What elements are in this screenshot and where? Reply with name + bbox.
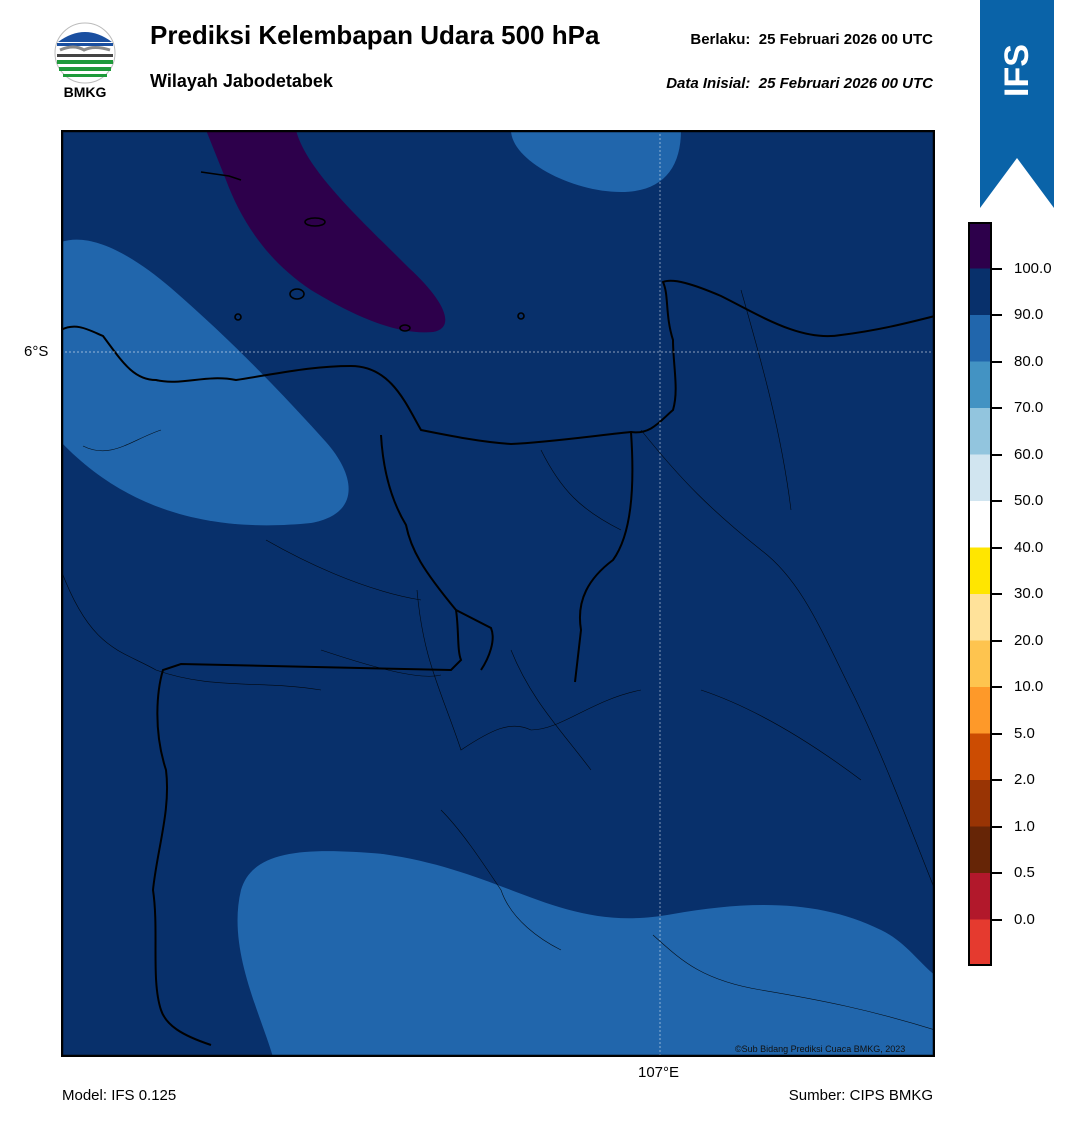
colorbar-tick-mark [992,686,1002,688]
colorbar-tick-label: 70.0 [1014,399,1044,416]
humidity-zone-south [237,851,935,1057]
ifs-badge-text: IFS [997,43,1036,97]
colorbar-tick-label: 50.0 [1014,492,1044,509]
ifs-badge: IFS [980,40,1054,100]
colorbar-segment [968,547,992,595]
humidity-zone-top-right [511,130,681,192]
ifs-ribbon-icon [980,0,1054,208]
coastline [61,279,935,1046]
colorbar-tick-label: 60.0 [1014,445,1044,463]
colorbar-tick-label: 1.0 [1014,817,1035,835]
init-value: 25 Februari 2026 00 UTC [758,75,933,92]
colorbar-segment [968,733,992,781]
colorbar-tick-label: 90.0 [1014,306,1044,323]
colorbar-border [968,222,992,966]
model-label: Model: IFS 0.125 [62,1087,177,1104]
init-label: Data Inisial: [666,75,751,92]
colorbar-tick-label: 0.0 [1014,910,1035,928]
colorbar-tick-label: 5.0 [1014,724,1035,742]
valid-value: 25 Februari 2026 00 UTC [758,31,933,48]
colorbar-tick-mark [992,500,1002,502]
init-time: Data Inisial: 25 Februari 2026 00 UTC [666,75,933,92]
colorbar-segment [968,687,992,734]
colorbar-tick-mark [992,453,1002,456]
colorbar-tick-label: 30.0 [1014,585,1044,602]
colorbar-segment [968,640,992,688]
colorbar-tick-mark [992,779,1002,781]
lon-label: 107°E [638,1064,680,1081]
colorbar [968,222,992,966]
colorbar-tick-mark [992,825,1002,828]
colorbar-segment [968,873,992,920]
source-label: Sumber: CIPS BMKG [788,1087,933,1104]
colorbar-tick-mark [992,314,1002,316]
colorbar-tick-mark [992,360,1002,363]
lat-label: 6°S [24,343,49,360]
colorbar-tick-label: 0.5 [1014,864,1035,881]
bmkg-logo-icon [54,22,116,84]
colorbar-tick-label: 2.0 [1014,771,1035,788]
colorbar-tick-label: 10.0 [1014,678,1044,695]
valid-label: Berlaku: [690,31,751,48]
humidity-zone-saturated [206,130,446,333]
colorbar-tick-label: 80.0 [1014,352,1044,370]
regency-boundaries [61,289,935,1031]
colorbar-segment [968,268,992,316]
colorbar-tick-mark [992,546,1002,549]
colorbar-tick-label: 40.0 [1014,538,1044,556]
colorbar-segment [968,222,992,269]
humidity-map [61,130,935,1057]
colorbar-segment [968,594,992,641]
colorbar-tick-mark [992,732,1002,735]
colorbar-segment [968,408,992,455]
colorbar-segment [968,315,992,362]
map-frame [61,130,935,1057]
valid-time: Berlaku: 25 Februari 2026 00 UTC [690,31,933,48]
colorbar-segment [968,826,992,874]
colorbar-tick-mark [992,918,1002,921]
colorbar-segment [968,361,992,409]
islands [200,171,525,332]
colorbar-tick-label: 100.0 [1014,259,1052,277]
logo-text: BMKG [63,84,107,100]
map-title: Prediksi Kelembapan Udara 500 hPa [150,20,600,50]
colorbar-segment [968,454,992,502]
colorbar-tick-mark [992,267,1002,270]
colorbar-tick-mark [992,593,1002,595]
region-subtitle: Wilayah Jabodetabek [150,71,333,91]
map-credit: ©Sub Bidang Prediksi Cuaca BMKG, 2023 [735,1044,906,1054]
colorbar-segment [968,501,992,548]
colorbar-segment [968,780,992,827]
colorbar-tick-mark [992,407,1002,409]
humidity-zone-west [61,239,349,526]
colorbar-tick-label: 20.0 [1014,631,1044,649]
colorbar-tick-mark [992,639,1002,642]
colorbar-segment [968,919,992,966]
colorbar-tick-mark [992,872,1002,874]
